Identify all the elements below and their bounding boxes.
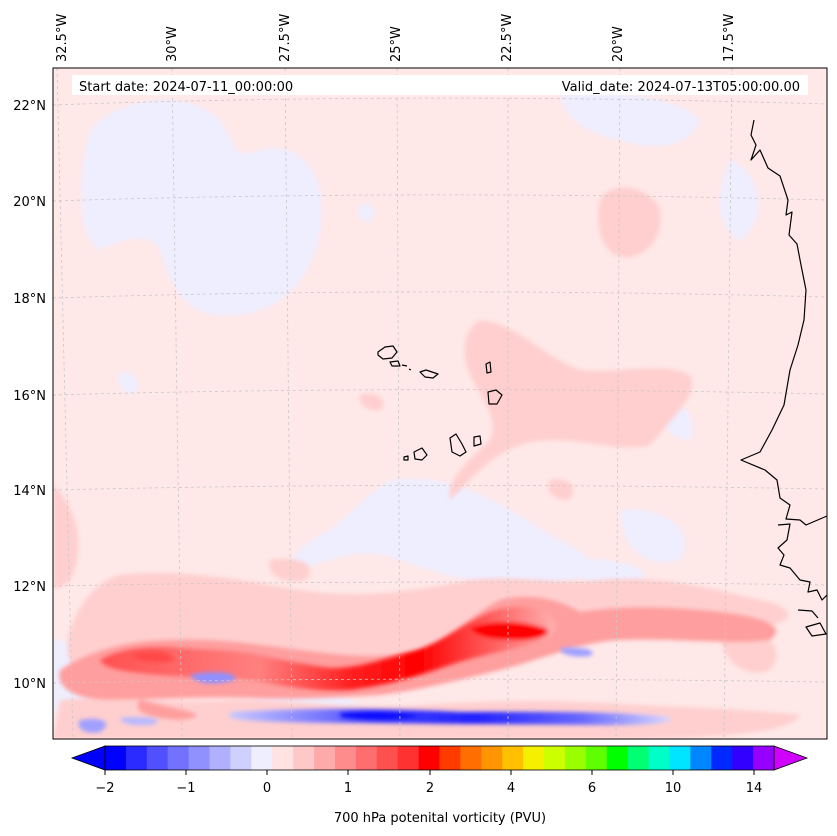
colorbar-cell — [334, 746, 357, 770]
lat-label: 20°N — [13, 195, 46, 210]
colorbar-cell — [188, 746, 211, 770]
lon-label: 32.5°W — [55, 14, 70, 62]
lon-label: 25°W — [389, 26, 404, 62]
longitude-axis: 32.5°W 30°W 27.5°W 25°W 22.5°W 20°W 17.5… — [55, 14, 737, 62]
colorbar-low-extend — [70, 745, 106, 771]
colorbar-cell — [105, 746, 127, 770]
valid-date-label: Valid_date: 2024-07-13T05:00:00.00 — [562, 80, 800, 95]
colorbar-cell — [648, 746, 671, 770]
lat-label: 10°N — [13, 677, 46, 692]
colorbar-cell — [606, 746, 629, 770]
lat-label: 22°N — [13, 99, 46, 114]
colorbar-cell — [167, 746, 190, 770]
colorbar-cell — [669, 746, 691, 770]
lon-label: 17.5°W — [722, 14, 737, 62]
lat-label: 14°N — [13, 484, 46, 499]
colorbar-cell — [209, 746, 232, 770]
colorbar-cell — [585, 746, 608, 770]
colorbar-tick-label: 1 — [344, 781, 352, 796]
start-date-label: Start date: 2024-07-11_00:00:00 — [79, 80, 293, 95]
colorbar-tick-label: 0 — [263, 781, 271, 796]
colorbar-cell — [753, 746, 775, 770]
lon-label: 20°W — [611, 26, 626, 62]
colorbar-cell — [460, 746, 482, 770]
colorbar-cell — [272, 746, 294, 770]
colorbar-cell — [439, 746, 462, 770]
colorbar-cell — [418, 746, 441, 770]
lat-label: 16°N — [13, 389, 46, 404]
colorbar-cell — [544, 746, 566, 770]
colorbar-cell — [732, 746, 754, 770]
colorbar-cell — [690, 746, 712, 770]
colorbar-cell — [146, 746, 169, 770]
lat-label: 18°N — [13, 292, 46, 307]
colorbar-cells — [105, 746, 775, 770]
colorbar-tick-label: 10 — [665, 781, 682, 796]
colorbar-cell — [251, 746, 273, 770]
colorbar-title: 700 hPa potenital vorticity (PVU) — [334, 811, 546, 826]
colorbar-cell — [523, 746, 545, 770]
pv-low-regions — [53, 93, 759, 715]
colorbar-cell — [481, 746, 503, 770]
lon-label: 30°W — [165, 26, 180, 62]
colorbar-cell — [293, 746, 315, 770]
colorbar-cell — [230, 746, 252, 770]
header-band — [72, 75, 808, 95]
colorbar-cell — [711, 746, 733, 770]
colorbar-frame — [104, 745, 775, 771]
colorbar-cell — [314, 746, 336, 770]
colorbar-high-extend — [773, 745, 809, 771]
colorbar-cell — [627, 746, 650, 770]
colorbar-cell — [502, 746, 524, 770]
lon-label: 22.5°W — [500, 14, 515, 62]
map-frame — [52, 67, 828, 740]
latitude-axis: 22°N 20°N 18°N 16°N 14°N 12°N 10°N — [13, 99, 46, 692]
colorbar-tick-label: −1 — [176, 781, 195, 796]
colorbar-tick-label: 2 — [426, 781, 434, 796]
colorbar-cell — [564, 746, 587, 770]
colorbar-tick-label: 4 — [507, 781, 515, 796]
colorbar-cell — [397, 746, 420, 770]
colorbar-tick-label: 14 — [746, 781, 763, 796]
coastlines — [377, 119, 827, 637]
colorbar-tick-label: 6 — [588, 781, 596, 796]
colorbar-cell — [376, 746, 399, 770]
lat-label: 12°N — [13, 580, 46, 595]
colorbar-ticks — [104, 770, 755, 775]
colorbar-tick-label: −2 — [95, 781, 114, 796]
colorbar-cell — [125, 746, 148, 770]
pv-jet-core — [100, 606, 556, 691]
colorbar-cell — [355, 746, 378, 770]
colorbar: −2 −1 0 1 2 4 6 10 14 700 hPa potenital … — [70, 745, 809, 826]
lon-label: 27.5°W — [278, 14, 293, 62]
map-area: Start date: 2024-07-11_00:00:00 Valid_da… — [53, 68, 827, 739]
graticule — [53, 68, 827, 739]
